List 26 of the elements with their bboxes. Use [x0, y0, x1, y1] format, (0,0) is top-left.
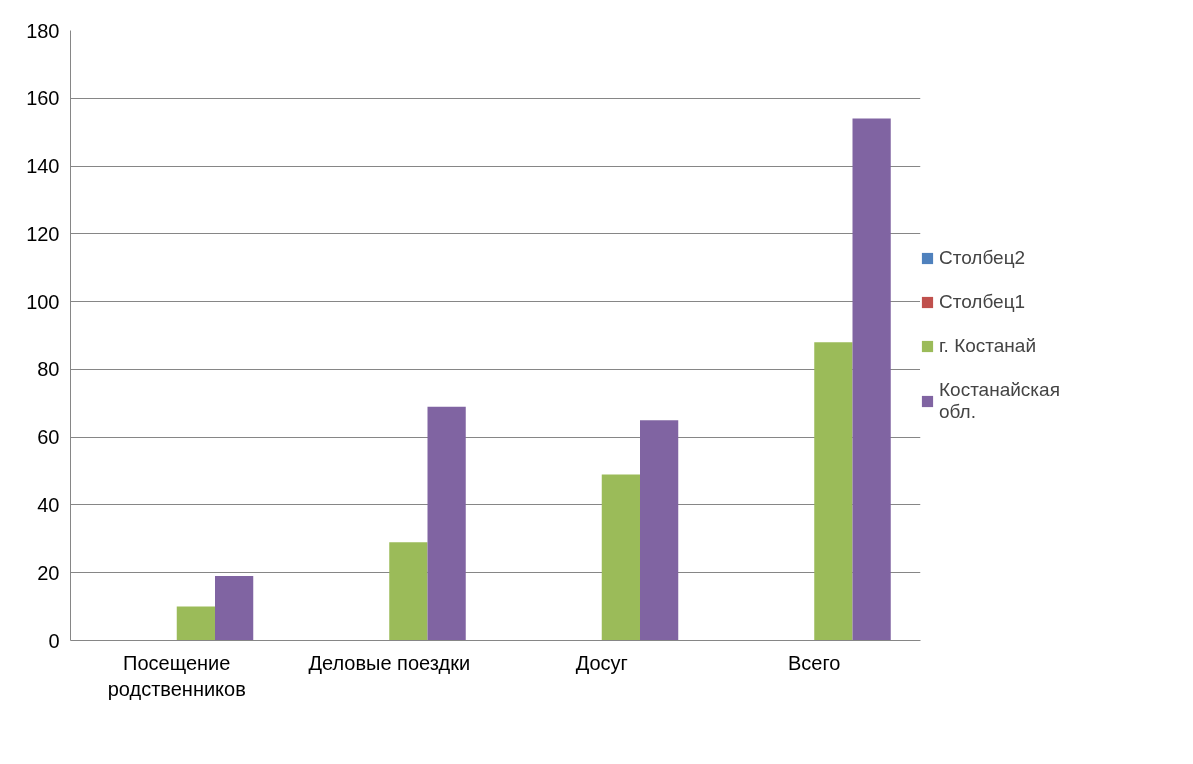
y-tick-label: 60: [37, 426, 60, 449]
y-tick-label: 40: [37, 493, 60, 516]
bar: [389, 542, 428, 641]
legend-label: Столбец1: [939, 291, 1026, 313]
y-tick-label: 100: [26, 290, 60, 313]
bar: [427, 406, 466, 641]
x-tick-label: Деловые поездки: [308, 651, 471, 674]
y-tick-label: 80: [37, 358, 60, 381]
bar: [814, 342, 853, 641]
y-tick-label: 120: [26, 222, 60, 245]
x-tick-label: Всего: [788, 651, 841, 674]
bar: [215, 576, 254, 641]
x-tick-label: Посещение родственников: [107, 651, 246, 700]
bar: [601, 474, 640, 641]
bar: [176, 606, 215, 641]
y-tick-label: 140: [26, 155, 60, 178]
y-tick-label: 180: [26, 19, 60, 42]
legend-label: Костанайская обл.: [939, 379, 1060, 423]
y-tick-label: 20: [37, 561, 60, 584]
y-tick-label: 160: [26, 87, 60, 110]
y-tick-label: 0: [48, 629, 60, 652]
legend-label: Столбец2: [939, 247, 1026, 269]
bar: [640, 420, 679, 641]
x-tick-label: Досуг: [575, 651, 628, 674]
legend-label: г. Костанай: [939, 335, 1037, 357]
bar: [852, 118, 891, 641]
